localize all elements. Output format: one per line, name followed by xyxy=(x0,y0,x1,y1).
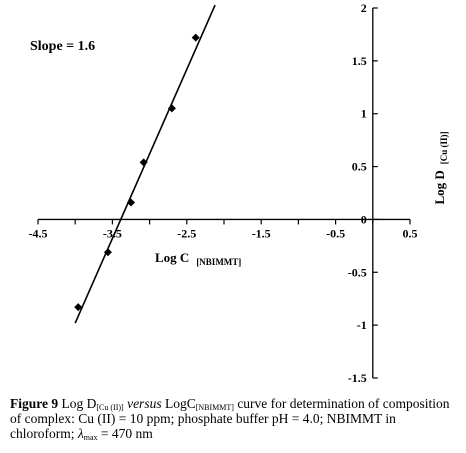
y-tick-label: -1 xyxy=(357,318,367,332)
data-point xyxy=(127,198,135,207)
y-tick-label: 0 xyxy=(361,212,367,226)
x-tick-label: -2.5 xyxy=(177,226,196,240)
data-point xyxy=(191,33,200,42)
slope-annotation: Slope = 1.6 xyxy=(30,39,95,54)
data-point xyxy=(74,303,83,312)
caption-figure-label: Figure 9 xyxy=(10,396,59,411)
caption-text-1: curve for determination of composition o… xyxy=(10,396,450,441)
caption-versus: versus xyxy=(127,396,162,411)
caption-logd: Log D xyxy=(61,396,97,411)
data-point xyxy=(167,104,176,113)
x-axis: -4.5 -3.5 -2.5 -1.5 -0.5 0.5 xyxy=(29,218,418,240)
x-axis-title-main: Log C xyxy=(155,250,189,265)
caption-logd-subscript: [Cu (II)] xyxy=(96,403,124,412)
y-tick-label: 1.5 xyxy=(352,54,367,68)
data-points xyxy=(74,33,200,312)
x-tick-label: -4.5 xyxy=(29,226,48,240)
y-tick-label: 2 xyxy=(361,1,367,15)
data-point xyxy=(139,158,148,167)
y-tick-label: 1 xyxy=(361,107,367,121)
x-tick-label: -0.5 xyxy=(326,226,345,240)
data-point xyxy=(103,248,112,257)
x-axis-title-subscript: [NBIMMT] xyxy=(196,257,241,267)
y-tick-label: -1.5 xyxy=(348,371,367,385)
x-axis-title: Log C [NBIMMT] xyxy=(155,249,241,267)
x-tick-label: 0.5 xyxy=(403,226,418,240)
caption-text-2: = 470 nm xyxy=(100,426,153,441)
y-axis-title-subscript: [Cu (II)] xyxy=(439,131,449,164)
caption-lambda-subscript: max xyxy=(83,433,98,442)
chart: -4.5 -3.5 -2.5 -1.5 -0.5 0.5 -1.5 -1 -0.5 0 0.5 1 1… xyxy=(29,1,450,385)
y-axis-title: Log D [Cu (II)] xyxy=(431,131,449,204)
y-tick-label: 0.5 xyxy=(352,160,367,174)
y-axis: -1.5 -1 -0.5 0 0.5 1 1.5 2 xyxy=(348,1,378,385)
figure-caption: Figure 9 Log D[Cu (II)] versus LogC[NBIM… xyxy=(10,396,460,442)
x-tick-label: -3.5 xyxy=(103,226,122,240)
y-tick-label: -0.5 xyxy=(348,265,367,279)
caption-logc: LogC xyxy=(164,396,196,411)
x-tick-label: -1.5 xyxy=(252,226,271,240)
caption-logc-subscript: [NBIMMT] xyxy=(195,403,234,412)
caption-lambda: λ xyxy=(77,426,84,441)
y-axis-title-main: Log D xyxy=(432,170,447,204)
